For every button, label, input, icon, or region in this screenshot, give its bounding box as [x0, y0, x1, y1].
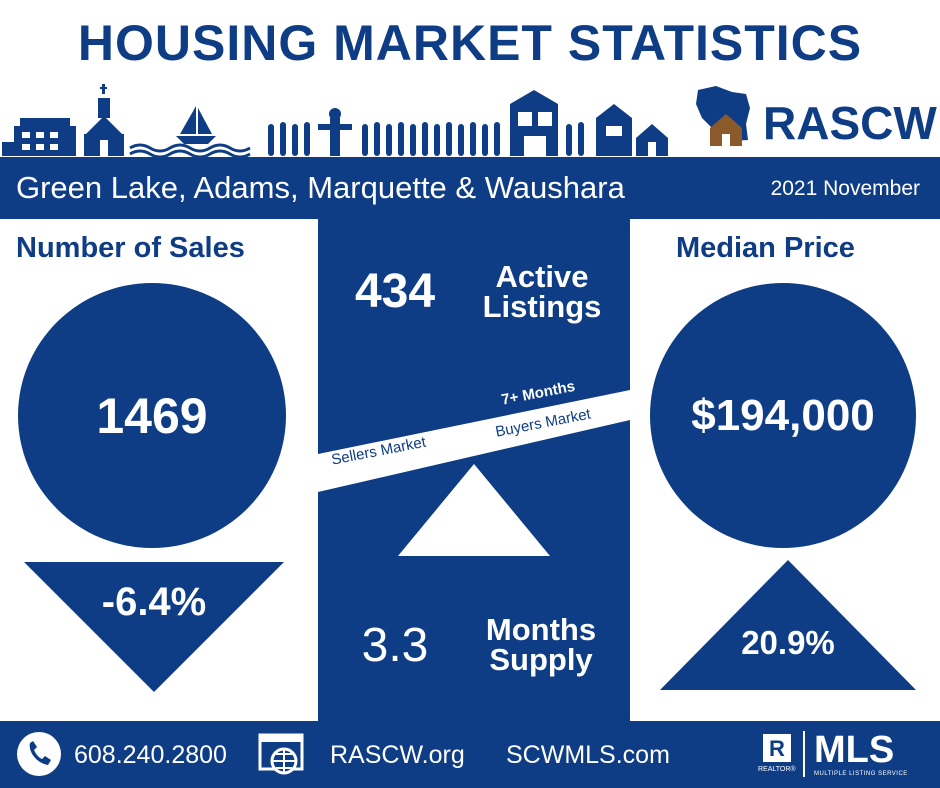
price-title: Median Price: [676, 232, 855, 264]
sales-title: Number of Sales: [16, 232, 245, 264]
svg-text:R: R: [769, 736, 785, 761]
footer-divider: [803, 731, 805, 777]
phone-number[interactable]: 608.240.2800: [74, 741, 227, 769]
market-scale: [318, 390, 630, 556]
region-name: Green Lake, Adams, Marquette & Waushara: [16, 170, 625, 205]
sales-value: 1469: [96, 387, 208, 444]
region-bar: Green Lake, Adams, Marquette & Waushara …: [0, 157, 940, 219]
rascw-link[interactable]: RASCW.org: [330, 741, 465, 769]
logo-text: RASCW: [763, 97, 937, 149]
scwmls-link[interactable]: SCWMLS.com: [506, 741, 670, 769]
active-listings-value: 434: [354, 265, 436, 318]
footer: 608.240.2800 RASCW.org SCWMLS.com R REAL…: [0, 721, 940, 788]
phone-icon: [17, 732, 61, 776]
mls-subtitle: MULTIPLE LISTING SERVICE: [814, 771, 908, 777]
realtor-label: REALTOR®: [758, 766, 796, 773]
skyline-illustration: [2, 84, 668, 158]
active-listings-label-2: Listings: [482, 289, 602, 324]
months-supply-label-2: Supply: [489, 642, 593, 677]
sales-circle: 1469: [18, 283, 286, 548]
months-supply-value: 3.3: [361, 619, 429, 672]
price-change: 20.9%: [741, 624, 835, 661]
page-title: HOUSING MARKET STATISTICS: [77, 15, 863, 71]
price-circle: $194,000: [650, 283, 916, 548]
price-value: $194,000: [691, 390, 875, 440]
sales-down-triangle: [24, 562, 284, 692]
active-listings-label-1: Active: [495, 259, 589, 294]
months-supply-label-1: Months: [485, 612, 597, 647]
report-date: 2021 November: [770, 177, 920, 200]
wisconsin-house-icon: [696, 86, 750, 146]
web-globe-icon: [258, 733, 304, 775]
realtor-r-icon: R: [763, 734, 791, 762]
mls-logo: MLS: [814, 729, 895, 771]
price-up-triangle: [660, 560, 916, 690]
sales-change: -6.4%: [101, 580, 207, 624]
